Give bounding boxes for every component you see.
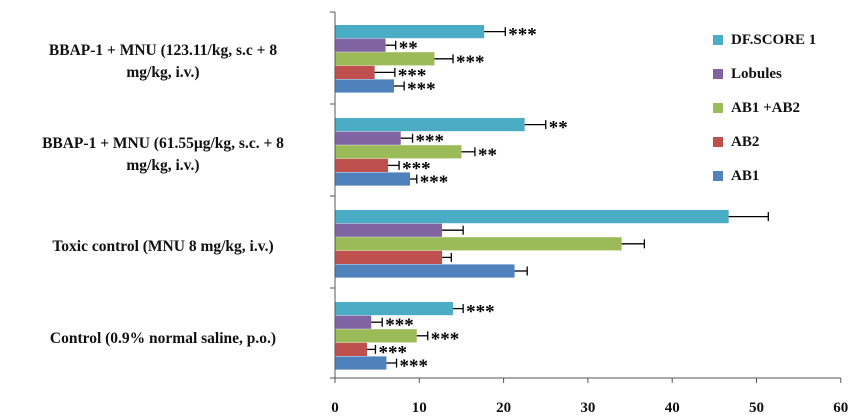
legend-swatch — [713, 103, 723, 113]
significance-label: *** — [407, 79, 436, 100]
significance-label: ** — [478, 145, 497, 166]
bar — [335, 38, 386, 52]
legend-swatch — [713, 35, 723, 45]
bar — [335, 52, 435, 66]
significance-label: *** — [456, 52, 485, 73]
legend-item: AB1 +AB2 — [713, 98, 853, 118]
x-tick-label: 20 — [496, 400, 511, 416]
x-tick-label: 60 — [833, 400, 848, 416]
significance-label: *** — [431, 329, 460, 350]
legend-item: AB1 — [713, 166, 853, 186]
significance-label: *** — [420, 172, 449, 193]
category-label: Control (0.9% normal saline, p.o.) — [49, 330, 277, 347]
bar — [335, 172, 411, 186]
bar — [335, 65, 375, 79]
legend-item: DF.SCORE 1 — [713, 30, 853, 50]
bar — [335, 131, 401, 145]
significance-label: ** — [549, 118, 568, 139]
category-label: BBAP-1 + MNU (61.55µg/kg, s.c. + 8 mg/kg… — [42, 135, 284, 174]
bar — [335, 356, 387, 370]
legend-swatch — [713, 171, 723, 181]
legend-label: Lobules — [731, 65, 782, 82]
bar — [335, 342, 368, 356]
legend-label: DF.SCORE 1 — [731, 31, 817, 48]
x-tick-label: 0 — [331, 400, 339, 416]
x-tick-label: 40 — [665, 400, 680, 416]
bar — [335, 329, 417, 343]
significance-label: *** — [508, 25, 537, 46]
bar — [335, 25, 485, 39]
bars-layer: ****************************************… — [335, 25, 769, 377]
legend-item: AB2 — [713, 132, 853, 152]
bar — [335, 79, 395, 93]
legend-swatch — [713, 69, 723, 79]
x-tick-label: 50 — [749, 400, 764, 416]
x-tick-label: 10 — [412, 400, 427, 416]
significance-label: *** — [398, 65, 427, 86]
bar — [335, 118, 525, 132]
significance-label: *** — [466, 302, 495, 323]
legend-swatch — [713, 137, 723, 147]
bar — [335, 264, 515, 278]
category-label: Toxic control (MNU 8 mg/kg, i.v.) — [52, 238, 274, 255]
x-axis-ticks: 0 10 20 30 40 50 60 — [330, 11, 848, 416]
bar — [335, 302, 454, 316]
bar — [335, 158, 389, 172]
x-tick-label: 30 — [580, 400, 595, 416]
category-label: BBAP-1 + MNU (123.11/kg, s.c + 8 mg/kg, … — [48, 42, 278, 81]
significance-label: *** — [400, 356, 429, 377]
legend-label: AB1 +AB2 — [731, 99, 800, 116]
legend: DF.SCORE 1 Lobules AB1 +AB2 AB2 AB1 — [713, 30, 853, 200]
legend-item: Lobules — [713, 64, 853, 84]
bar — [335, 237, 622, 251]
bar — [335, 315, 372, 329]
legend-label: AB1 — [731, 167, 760, 184]
bar — [335, 210, 729, 224]
legend-label: AB2 — [731, 133, 760, 150]
bar — [335, 145, 462, 159]
bar — [335, 223, 443, 237]
bar — [335, 250, 443, 264]
